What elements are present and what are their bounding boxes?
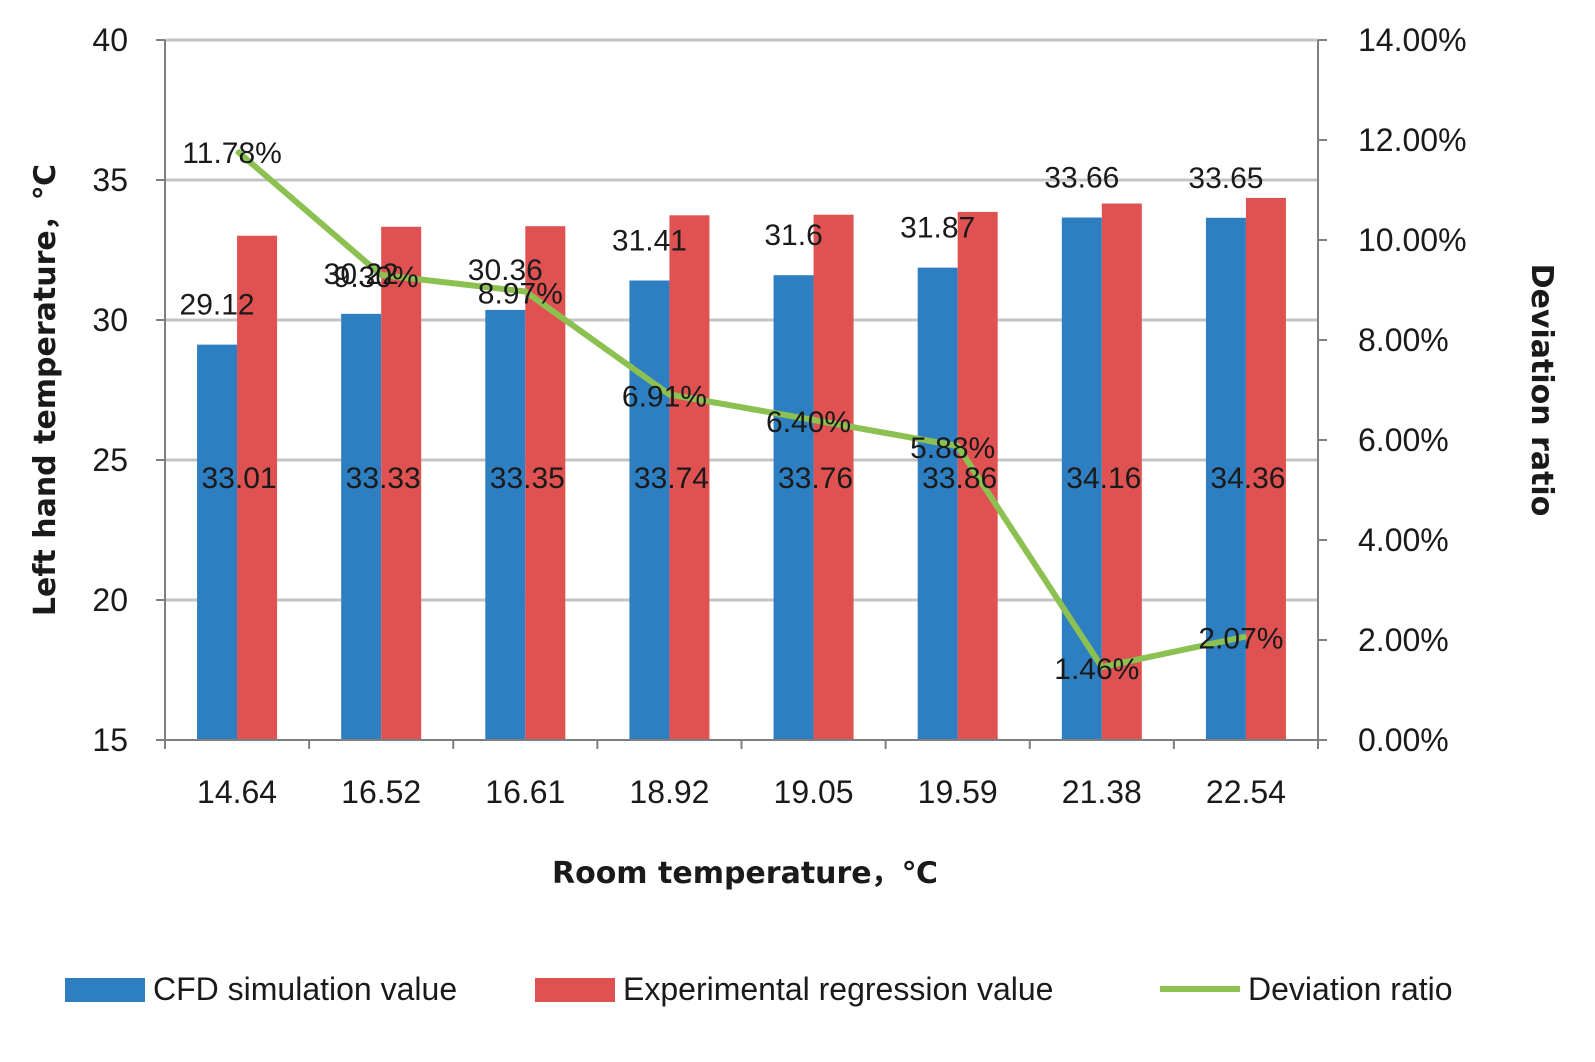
axes xyxy=(156,39,1327,749)
legend-label-experimental: Experimental regression value xyxy=(623,971,1053,1007)
legend-label-cfd: CFD simulation value xyxy=(153,971,457,1007)
point-deviation xyxy=(1100,666,1103,668)
data-label-experimental: 33.74 xyxy=(634,462,709,495)
data-label-deviation: 9.30% xyxy=(334,261,419,294)
data-label-cfd: 30.22 xyxy=(324,258,399,291)
data-label-experimental: 33.86 xyxy=(922,462,997,495)
data-label-deviation: 1.46% xyxy=(1054,653,1139,686)
y2-tick-label: 4.00% xyxy=(1358,522,1449,558)
x-tick-label: 16.52 xyxy=(341,774,421,810)
y-tick-label: 30 xyxy=(92,302,128,338)
data-label-experimental: 34.16 xyxy=(1066,462,1141,495)
data-label-deviation: 6.91% xyxy=(622,381,707,414)
deviation-line xyxy=(235,148,1247,670)
bar-experimental xyxy=(381,226,422,740)
legend-label-deviation: Deviation ratio xyxy=(1248,971,1453,1007)
data-label-experimental: 33.33 xyxy=(346,462,421,495)
point-deviation xyxy=(1244,635,1247,638)
legend-item-cfd: CFD simulation value xyxy=(65,971,457,1007)
data-label-experimental: 34.36 xyxy=(1210,462,1285,495)
bar-experimental xyxy=(669,215,710,740)
tick-labels: 15 20 25 30 35 40 0.00% 2.00% 4.00% 6.00% 8.00% 10.… xyxy=(92,22,1466,810)
x-tick-label: 19.59 xyxy=(918,774,998,810)
point-deviation xyxy=(668,393,671,396)
data-label-cfd: 33.65 xyxy=(1188,162,1263,195)
bar-cfd xyxy=(773,275,814,740)
data-label-cfd: 30.36 xyxy=(468,254,543,287)
y2-tick-label: 14.00% xyxy=(1358,22,1467,58)
data-label-cfd: 33.66 xyxy=(1044,162,1119,195)
data-label-cfd: 31.41 xyxy=(612,225,687,258)
legend-swatch-experimental xyxy=(535,978,615,1002)
legend-swatch-cfd xyxy=(65,978,145,1002)
bar-experimental xyxy=(1101,203,1142,740)
bar-experimental xyxy=(237,235,278,740)
y2-tick-label: 10.00% xyxy=(1358,222,1467,258)
gridlines xyxy=(165,38,1318,602)
bar-cfd xyxy=(197,344,238,740)
data-label-experimental: 33.35 xyxy=(490,462,565,495)
x-axis-title: Room temperature，℃ xyxy=(552,856,938,891)
data-label-deviation: 11.78% xyxy=(182,137,282,170)
bar-cfd xyxy=(341,313,382,740)
bar-cfd xyxy=(917,267,958,740)
bar-cfd xyxy=(629,280,670,740)
y-tick-label: 15 xyxy=(92,722,128,758)
line-deviation xyxy=(235,148,1247,670)
data-label-deviation: 6.40% xyxy=(766,406,851,439)
data-label-deviation: 5.88% xyxy=(910,432,995,465)
data-label-cfd: 31.6 xyxy=(764,219,822,252)
legend: CFD simulation value Experimental regres… xyxy=(65,971,1453,1007)
y-tick-label: 20 xyxy=(92,582,128,618)
y2-tick-label: 12.00% xyxy=(1358,122,1467,158)
y2-tick-label: 6.00% xyxy=(1358,422,1449,458)
x-tick-label: 14.64 xyxy=(197,774,277,810)
y2-tick-label: 8.00% xyxy=(1358,322,1449,358)
y-axis-title: Left hand temperature，℃ xyxy=(28,164,63,616)
data-label-cfd: 31.87 xyxy=(900,212,975,245)
y-tick-label: 40 xyxy=(92,22,128,58)
data-label-experimental: 33.76 xyxy=(778,462,853,495)
data-label-deviation: 2.07% xyxy=(1198,623,1283,656)
point-deviation xyxy=(380,274,383,276)
bar-cfd xyxy=(1205,217,1246,741)
y2-tick-label: 0.00% xyxy=(1358,722,1449,758)
x-tick-label: 16.61 xyxy=(485,774,565,810)
bars xyxy=(197,197,1286,741)
point-deviation xyxy=(524,290,527,293)
legend-item-experimental: Experimental regression value xyxy=(535,971,1053,1007)
y-tick-label: 25 xyxy=(92,442,128,478)
point-deviation xyxy=(812,419,815,421)
data-label-deviation: 8.97% xyxy=(478,278,563,311)
x-tick-label: 22.54 xyxy=(1206,774,1286,810)
bar-experimental xyxy=(1245,197,1286,741)
bar-experimental xyxy=(813,214,854,741)
x-tick-label: 19.05 xyxy=(774,774,854,810)
data-label-cfd: 29.12 xyxy=(180,289,255,322)
y2-tick-label: 2.00% xyxy=(1358,622,1449,658)
y2-axis-title: Deviation ratio xyxy=(1524,264,1559,517)
point-deviation xyxy=(236,150,239,152)
point-deviation xyxy=(956,445,959,447)
x-tick-label: 21.38 xyxy=(1062,774,1142,810)
data-labels: 29.12 33.01 11.78% 30.22 33.33 9.30% 30.36 33.3… xyxy=(180,137,1286,686)
x-tick-label: 18.92 xyxy=(629,774,709,810)
legend-item-deviation: Deviation ratio xyxy=(1160,971,1453,1007)
data-label-experimental: 33.01 xyxy=(202,462,277,495)
y-tick-label: 35 xyxy=(92,162,128,198)
bar-cfd xyxy=(485,309,526,740)
